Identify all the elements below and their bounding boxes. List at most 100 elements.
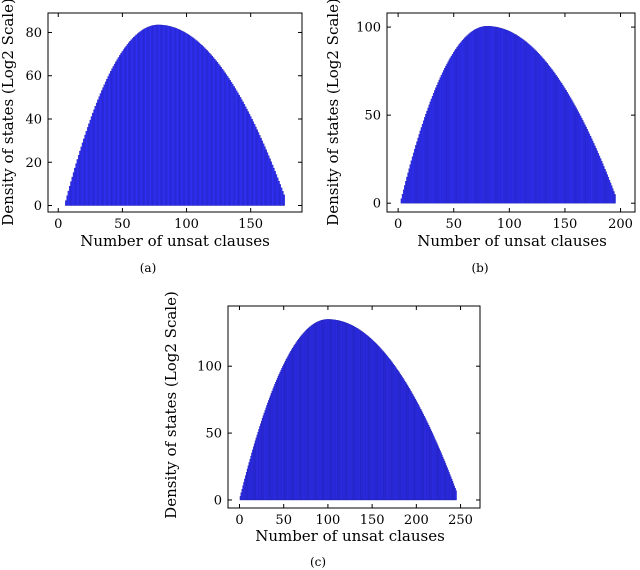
- bar: [101, 90, 103, 206]
- x-tick-label: 250: [448, 513, 473, 528]
- bar: [115, 61, 117, 206]
- bar: [93, 109, 95, 206]
- bar: [428, 104, 430, 204]
- bar: [175, 28, 178, 206]
- caption-a: (a): [140, 261, 157, 275]
- x-tick-label: 100: [316, 513, 341, 528]
- bar: [247, 111, 249, 206]
- x-axis-label-a: Number of unsat clauses: [80, 232, 270, 250]
- bar: [581, 120, 584, 204]
- bar: [444, 68, 446, 204]
- bar: [244, 106, 247, 206]
- bar: [94, 106, 97, 206]
- x-tick-label: 150: [360, 513, 385, 528]
- plot-frame-a: [47, 12, 303, 213]
- x-tick-label: 200: [608, 217, 633, 232]
- bar: [117, 57, 120, 206]
- x-tick-label: 0: [235, 513, 243, 528]
- bar: [195, 40, 198, 206]
- bar: [136, 33, 139, 206]
- bar: [434, 90, 436, 204]
- bar: [229, 80, 231, 206]
- bar: [206, 50, 208, 206]
- x-tick-label: 100: [497, 217, 522, 232]
- bar: [104, 81, 107, 206]
- bar: [544, 60, 546, 204]
- bar: [162, 25, 165, 206]
- bar: [210, 54, 212, 206]
- bar: [147, 26, 149, 206]
- bar: [226, 76, 229, 206]
- bar: [126, 44, 129, 206]
- bar: [156, 24, 158, 206]
- bar: [233, 86, 235, 206]
- bar: [265, 149, 267, 206]
- y-tick-label: 50: [205, 427, 222, 442]
- bar: [260, 137, 262, 206]
- plot-frame-b: [386, 12, 636, 213]
- bar: [270, 161, 273, 206]
- bar: [92, 112, 94, 206]
- bar: [149, 25, 152, 206]
- y-ticks-b: 0 50 100: [356, 21, 635, 212]
- bar: [121, 51, 124, 206]
- bar: [170, 26, 172, 206]
- bar: [138, 32, 140, 206]
- x-tick-label: 50: [114, 217, 131, 232]
- bar: [153, 25, 156, 206]
- bar: [74, 167, 76, 206]
- x-tick-label: 0: [54, 217, 62, 232]
- bar: [243, 104, 246, 206]
- bar: [99, 93, 102, 206]
- bar: [597, 153, 600, 204]
- chart-a: 0 50 100 150 0 20 40 60 80 Number of unsat clau…: [0, 0, 303, 275]
- bar: [417, 137, 419, 204]
- bar: [240, 99, 243, 206]
- x-tick-label: 100: [174, 217, 199, 232]
- bar: [230, 82, 233, 206]
- bar: [539, 55, 542, 204]
- bar: [112, 66, 115, 206]
- bar: [193, 38, 196, 206]
- bar: [592, 140, 594, 204]
- bar: [161, 24, 163, 206]
- bars-a: [65, 24, 285, 206]
- bar: [128, 42, 130, 206]
- bar: [158, 24, 161, 206]
- x-tick-label: 0: [394, 217, 402, 232]
- y-tick-label: 100: [197, 360, 222, 375]
- bar: [412, 152, 415, 204]
- bar: [174, 27, 176, 206]
- bar: [119, 55, 121, 206]
- chart-b: 0 50 100 150 200 0 50 100 Number of unsat clau…: [324, 0, 636, 275]
- bar: [528, 44, 531, 204]
- bar: [198, 42, 201, 206]
- bar: [144, 28, 147, 206]
- bar: [135, 34, 138, 206]
- bar: [256, 129, 258, 206]
- bar: [157, 24, 160, 206]
- bar: [238, 94, 240, 206]
- y-tick-label: 40: [25, 112, 42, 127]
- bar: [269, 158, 271, 206]
- bar: [422, 120, 425, 204]
- x-tick-label: 150: [553, 217, 578, 232]
- bar: [258, 135, 261, 206]
- bar: [263, 146, 266, 206]
- bar: [151, 25, 153, 206]
- bar: [234, 88, 237, 206]
- bar: [213, 58, 216, 206]
- plot-frame-c: [227, 305, 481, 509]
- bar: [79, 150, 81, 206]
- x-ticks-a: 0 50 100 150: [54, 13, 263, 232]
- bar: [255, 126, 257, 206]
- bar: [565, 90, 567, 204]
- bar: [221, 68, 224, 206]
- bar: [120, 53, 122, 206]
- bars-c: [239, 319, 457, 501]
- bar: [491, 26, 494, 204]
- bar: [133, 36, 135, 206]
- bar: [125, 45, 128, 206]
- bar: [178, 29, 180, 206]
